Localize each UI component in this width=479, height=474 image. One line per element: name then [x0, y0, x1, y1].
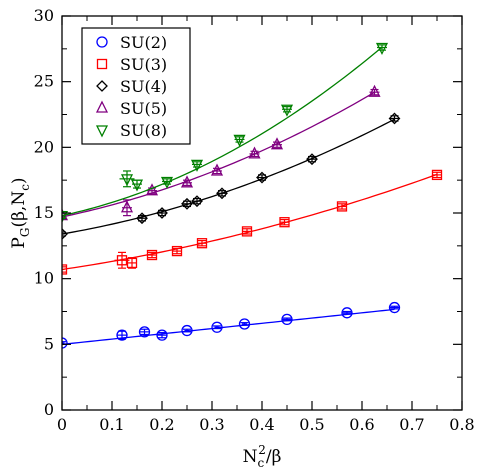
fit-line-su-2 [62, 308, 395, 345]
y-tick-label: 25 [34, 72, 54, 91]
data-point-su-2 [181, 324, 193, 337]
data-point-su-4 [191, 195, 203, 208]
data-point-su-3 [62, 264, 68, 275]
data-point-su-3 [126, 257, 138, 269]
axis-labels: Nc2/β PG(β,Nc) [9, 177, 281, 470]
data-point-su-4 [256, 171, 268, 184]
data-point-su-3 [146, 249, 158, 261]
data-point-su-4 [306, 153, 318, 166]
data-point-su-4 [136, 212, 148, 225]
legend-label-su-2: SU(2) [120, 33, 167, 52]
data-point-su-5 [248, 146, 261, 159]
data-point-su-2 [281, 313, 293, 326]
data-point-su-8 [130, 179, 144, 192]
data-point-su-8 [233, 134, 246, 147]
data-point-su-4 [388, 112, 401, 125]
x-axis-label: Nc2/β [243, 443, 282, 470]
legend-label-su-5: SU(5) [120, 99, 167, 118]
y-tick-label: 5 [44, 334, 54, 353]
y-axis-label: PG(β,Nc) [9, 177, 32, 248]
data-point-su-8 [375, 42, 389, 55]
data-point-su-4 [181, 197, 193, 210]
x-tick-label: 0.7 [399, 415, 424, 434]
data-point-su-2 [62, 337, 68, 349]
data-point-su-2 [388, 301, 401, 314]
series-su-8 [62, 42, 389, 224]
fit-line-su-5 [62, 91, 375, 218]
x-tick-label: 0.8 [449, 415, 474, 434]
x-tick-label: 0.6 [349, 415, 374, 434]
data-point-su-8 [190, 159, 204, 172]
x-tick-label: 0.4 [249, 415, 274, 434]
data-point-su-3 [336, 201, 348, 212]
legend-marker-su-4 [96, 80, 108, 92]
data-point-su-2 [341, 307, 353, 319]
x-tick-label: 0.5 [299, 415, 324, 434]
data-point-su-8 [160, 176, 174, 189]
fit-line-su-4 [62, 118, 395, 235]
y-tick-label: 15 [34, 203, 54, 222]
y-tick-label: 10 [34, 269, 54, 288]
y-tick-label: 0 [44, 400, 54, 419]
data-point-su-5 [368, 84, 381, 97]
data-point-su-4 [156, 207, 168, 219]
data-point-su-2 [211, 321, 223, 333]
plot-area [62, 42, 443, 349]
series-su-3 [62, 169, 443, 275]
data-point-su-3 [116, 255, 128, 266]
data-point-su-5 [210, 163, 224, 176]
data-point-su-2 [238, 318, 251, 330]
data-point-su-8 [120, 174, 134, 187]
data-point-su-2 [116, 329, 128, 341]
x-tick-label: 0 [57, 415, 67, 434]
y-tick-label: 30 [34, 6, 54, 25]
legend-marker-su-5 [95, 100, 109, 113]
fit-line-su-8 [62, 46, 383, 217]
data-point-su-5 [270, 137, 284, 150]
data-point-su-4 [62, 228, 68, 240]
data-point-su-5 [120, 200, 134, 213]
data-point-su-5 [180, 175, 194, 188]
data-point-su-8 [62, 210, 69, 224]
legend-marker-su-2 [96, 36, 108, 48]
legend: SU(2) SU(3) SU(4) SU(5) SU(8) [81, 27, 191, 145]
data-point-su-4 [216, 187, 228, 200]
x-tick-label: 0.1 [99, 415, 124, 434]
x-tick-label: 0.2 [149, 415, 174, 434]
data-point-su-3 [431, 169, 443, 181]
data-point-su-2 [156, 329, 168, 341]
x-tick-label: 0.3 [199, 415, 224, 434]
legend-label-su-8: SU(8) [120, 121, 167, 140]
data-point-su-2 [138, 326, 151, 338]
legend-label-su-4: SU(4) [120, 77, 167, 96]
data-point-su-8 [280, 104, 294, 117]
data-point-su-3 [171, 245, 183, 257]
data-point-su-3 [279, 217, 290, 228]
legend-marker-su-8 [95, 125, 109, 138]
data-point-su-3 [196, 238, 208, 249]
series-su-2 [62, 301, 401, 349]
axis-ticks: 0 0.1 0.2 0.3 0.4 0.5 0.6 0.7 0.8 0 5 10 15 20 25 30 [34, 6, 475, 434]
legend-marker-su-3 [96, 58, 108, 70]
series-su-5 [62, 84, 381, 221]
series-su-4 [62, 112, 401, 240]
legend-box [81, 27, 191, 145]
legend-label-su-3: SU(3) [120, 55, 167, 74]
y-tick-label: 20 [34, 137, 54, 156]
data-point-su-3 [241, 226, 253, 237]
